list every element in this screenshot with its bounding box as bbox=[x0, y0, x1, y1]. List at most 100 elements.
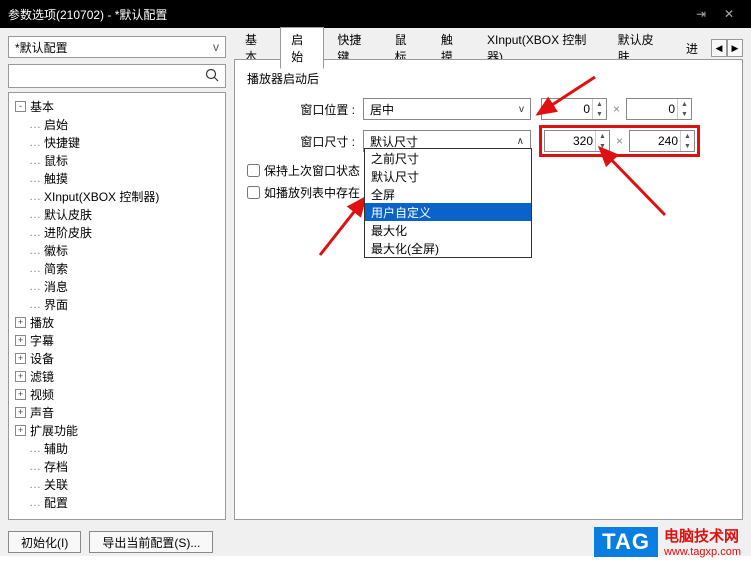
tree-label: 鼠标 bbox=[44, 152, 68, 169]
tab[interactable]: 进 bbox=[675, 36, 709, 61]
spin-up-icon[interactable]: ▲ bbox=[595, 131, 609, 141]
chevron-down-icon: v bbox=[213, 40, 219, 54]
dropdown-option[interactable]: 用户自定义 bbox=[365, 203, 531, 221]
expand-icon[interactable]: + bbox=[15, 371, 26, 382]
expand-icon[interactable]: + bbox=[15, 317, 26, 328]
tree-item[interactable]: +设备 bbox=[11, 349, 223, 367]
spin-down-icon[interactable]: ▼ bbox=[677, 109, 691, 119]
select-position-value: 居中 bbox=[370, 101, 394, 118]
checkbox-keep-state[interactable] bbox=[247, 164, 260, 177]
tree-label: 扩展功能 bbox=[30, 422, 78, 439]
spin-pos-y[interactable]: ▲▼ bbox=[626, 98, 692, 120]
spin-down-icon[interactable]: ▼ bbox=[595, 141, 609, 151]
tab-nav-button[interactable]: ◀ bbox=[711, 39, 727, 57]
config-combo[interactable]: *默认配置 v bbox=[8, 36, 226, 58]
spin-up-icon[interactable]: ▲ bbox=[592, 99, 606, 109]
select-window-position[interactable]: 居中 v bbox=[363, 98, 531, 120]
tree-item[interactable]: …快捷键 bbox=[11, 133, 223, 151]
size-dropdown-list[interactable]: 之前尺寸默认尺寸全屏用户自定义最大化最大化(全屏) bbox=[364, 148, 532, 258]
titlebar: 参数选项(210702) - *默认配置 ⇥ ✕ bbox=[0, 0, 751, 28]
spin-up-icon[interactable]: ▲ bbox=[677, 99, 691, 109]
spin-size-w[interactable]: ▲▼ bbox=[544, 130, 610, 152]
tree-label: 字幕 bbox=[30, 332, 54, 349]
tree-item[interactable]: …辅助 bbox=[11, 439, 223, 457]
input-size-w[interactable] bbox=[545, 132, 595, 150]
search-icon[interactable] bbox=[203, 68, 221, 85]
tree-dash-icon: … bbox=[29, 477, 40, 491]
tree-label: 默认皮肤 bbox=[44, 206, 92, 223]
tree-label: 声音 bbox=[30, 404, 54, 421]
tree-item[interactable]: + 视频 bbox=[11, 385, 223, 403]
main-area: *默认配置 v -基本…启始…快捷键…鼠标…触摸…XInput(XBOX 控制器… bbox=[0, 28, 751, 528]
check-label-1: 保持上次窗口状态 bbox=[264, 162, 360, 179]
export-button[interactable]: 导出当前配置(S)... bbox=[89, 531, 213, 553]
spin-up-icon[interactable]: ▲ bbox=[680, 131, 694, 141]
row-window-position: 窗口位置 : 居中 v ▲▼ × ▲▼ bbox=[247, 95, 730, 123]
left-pane: *默认配置 v -基本…启始…快捷键…鼠标…触摸…XInput(XBOX 控制器… bbox=[8, 36, 226, 520]
tree-item[interactable]: …触摸 bbox=[11, 169, 223, 187]
tree-item[interactable]: …徽标 bbox=[11, 241, 223, 259]
input-pos-x[interactable] bbox=[542, 100, 592, 118]
multiply-label: × bbox=[613, 102, 620, 116]
pin-icon[interactable]: ⇥ bbox=[687, 7, 715, 21]
tree-item[interactable]: …简索 bbox=[11, 259, 223, 277]
tree-label: 播放 bbox=[30, 314, 54, 331]
watermark-cn: 电脑技术网 bbox=[664, 525, 741, 546]
window-title: 参数选项(210702) - *默认配置 bbox=[8, 6, 687, 23]
dropdown-option[interactable]: 最大化 bbox=[365, 221, 531, 239]
tree-dash-icon: … bbox=[29, 207, 40, 221]
tree-item[interactable]: …进阶皮肤 bbox=[11, 223, 223, 241]
dropdown-option[interactable]: 之前尺寸 bbox=[365, 149, 531, 167]
group-label: 播放器启动后 bbox=[247, 70, 730, 87]
dropdown-option[interactable]: 最大化(全屏) bbox=[365, 239, 531, 257]
expand-icon[interactable]: - bbox=[15, 101, 26, 112]
expand-icon[interactable]: + bbox=[15, 353, 26, 364]
spin-down-icon[interactable]: ▼ bbox=[592, 109, 606, 119]
tree-item[interactable]: …消息 bbox=[11, 277, 223, 295]
input-pos-y[interactable] bbox=[627, 100, 677, 118]
tree-dash-icon: … bbox=[29, 189, 40, 203]
category-tree[interactable]: -基本…启始…快捷键…鼠标…触摸…XInput(XBOX 控制器)…默认皮肤…进… bbox=[8, 92, 226, 520]
spin-pos-x[interactable]: ▲▼ bbox=[541, 98, 607, 120]
tree-item[interactable]: +滤镜 bbox=[11, 367, 223, 385]
checkbox-playlist[interactable] bbox=[247, 186, 260, 199]
tree-item[interactable]: …存档 bbox=[11, 457, 223, 475]
tree-label: 视频 bbox=[30, 386, 54, 403]
expand-icon[interactable]: + bbox=[15, 425, 26, 436]
tree-item[interactable]: …鼠标 bbox=[11, 151, 223, 169]
search-input[interactable] bbox=[13, 66, 203, 86]
spin-size-h[interactable]: ▲▼ bbox=[629, 130, 695, 152]
tab-nav-button[interactable]: ▶ bbox=[727, 39, 743, 57]
config-combo-value: *默认配置 bbox=[15, 39, 68, 56]
expand-icon[interactable]: + bbox=[15, 389, 26, 400]
tree-label: 徽标 bbox=[44, 242, 68, 259]
tree-item[interactable]: -基本 bbox=[11, 97, 223, 115]
dropdown-option[interactable]: 全屏 bbox=[365, 185, 531, 203]
chevron-down-icon: v bbox=[519, 104, 524, 115]
chevron-up-icon: ∧ bbox=[517, 136, 524, 147]
tree-item[interactable]: …启始 bbox=[11, 115, 223, 133]
tree-item[interactable]: …关联 bbox=[11, 475, 223, 493]
tree-item[interactable]: + 字幕 bbox=[11, 331, 223, 349]
tree-label: 启始 bbox=[44, 116, 68, 133]
tree-item[interactable]: … XInput(XBOX 控制器) bbox=[11, 187, 223, 205]
tree-dash-icon: … bbox=[29, 279, 40, 293]
tree-item[interactable]: + 播放 bbox=[11, 313, 223, 331]
tree-item[interactable]: …配置 bbox=[11, 493, 223, 511]
init-button[interactable]: 初始化(I) bbox=[8, 531, 81, 553]
expand-icon[interactable]: + bbox=[15, 407, 26, 418]
tree-dash-icon: … bbox=[29, 441, 40, 455]
expand-icon[interactable]: + bbox=[15, 335, 26, 346]
spin-down-icon[interactable]: ▼ bbox=[680, 141, 694, 151]
tree-item[interactable]: …界面 bbox=[11, 295, 223, 313]
tab-bar: 基本启始快捷键鼠标触摸XInput(XBOX 控制器)默认皮肤进◀▶ bbox=[234, 36, 743, 60]
close-icon[interactable]: ✕ bbox=[715, 7, 743, 21]
tree-item[interactable]: … 默认皮肤 bbox=[11, 205, 223, 223]
dropdown-option[interactable]: 默认尺寸 bbox=[365, 167, 531, 185]
tree-item[interactable]: + 扩展功能 bbox=[11, 421, 223, 439]
tab[interactable]: 启始 bbox=[280, 27, 324, 69]
tree-label: XInput(XBOX 控制器) bbox=[44, 188, 159, 205]
search-row bbox=[8, 64, 226, 88]
tree-item[interactable]: + 声音 bbox=[11, 403, 223, 421]
input-size-h[interactable] bbox=[630, 132, 680, 150]
